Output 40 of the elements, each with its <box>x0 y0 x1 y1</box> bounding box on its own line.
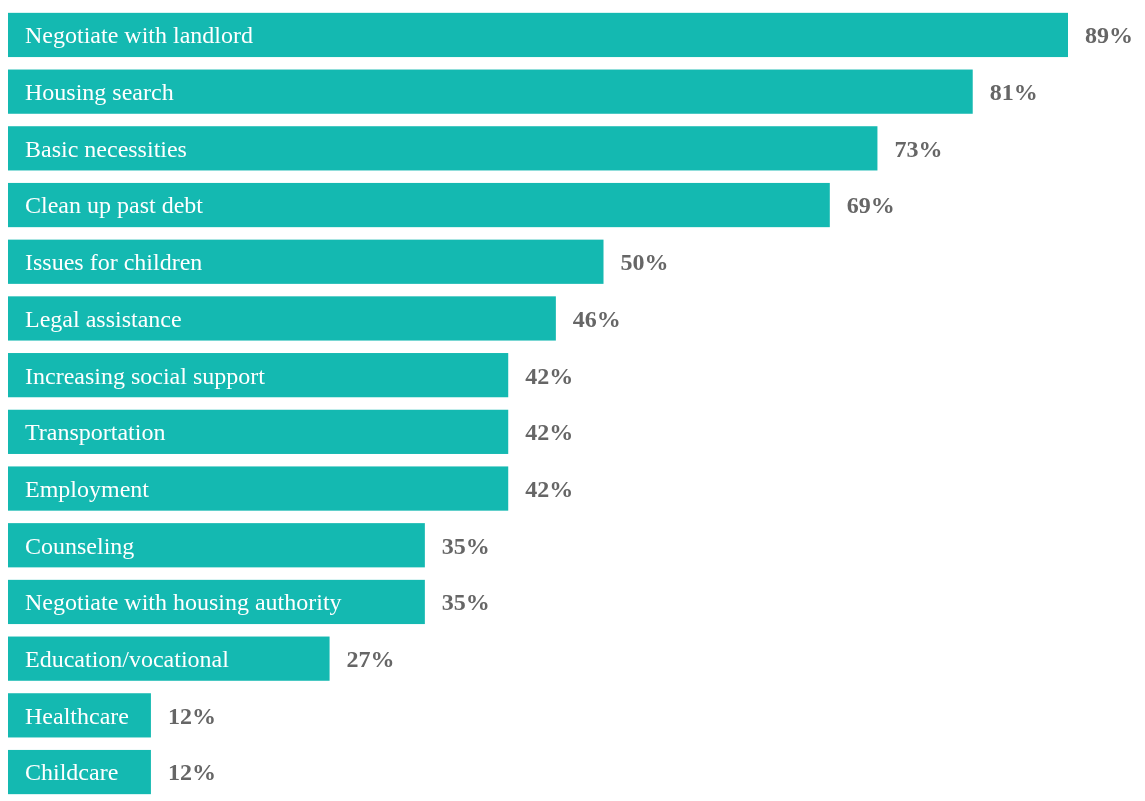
data-label: 50% <box>620 249 669 276</box>
data-label: 42% <box>525 362 574 389</box>
y-tick-label: Clean up past debt <box>25 192 204 219</box>
bar <box>8 636 330 681</box>
bar <box>8 296 556 341</box>
data-label: 42% <box>525 475 574 502</box>
bar <box>8 409 509 454</box>
bar <box>8 126 878 171</box>
y-tick-label: Legal assistance <box>25 305 182 332</box>
y-tick-label: Employment <box>25 475 150 502</box>
data-label: 69% <box>846 192 895 219</box>
y-tick-label: Negotiate with landlord <box>25 22 253 49</box>
y-tick-label: Healthcare <box>25 702 129 729</box>
y-tick-label: Housing search <box>25 79 174 106</box>
data-label: 73% <box>894 135 943 162</box>
bar <box>8 239 604 284</box>
bar <box>8 466 509 511</box>
bar <box>8 182 830 228</box>
bar <box>8 353 509 398</box>
data-label: 35% <box>441 532 490 559</box>
y-tick-label: Education/vocational <box>25 646 230 673</box>
data-label: 89% <box>1085 22 1133 49</box>
data-label: 81% <box>989 79 1038 106</box>
data-label: 12% <box>167 759 216 786</box>
data-label: 42% <box>525 419 574 446</box>
bar <box>8 12 1068 58</box>
bar <box>8 523 425 568</box>
data-label: 12% <box>167 702 216 729</box>
y-tick-label: Basic necessities <box>25 135 187 162</box>
y-tick-label: Childcare <box>25 759 119 786</box>
y-tick-label: Counseling <box>25 532 135 559</box>
data-label: 46% <box>572 305 621 332</box>
y-tick-label: Increasing social support <box>25 362 266 389</box>
data-label: 35% <box>441 589 490 616</box>
y-tick-label: Issues for children <box>25 249 203 276</box>
bar <box>8 69 973 114</box>
bar <box>8 749 151 795</box>
data-label: 27% <box>346 646 395 673</box>
y-tick-label: Transportation <box>25 419 166 446</box>
y-tick-label: Negotiate with housing authority <box>25 589 342 616</box>
